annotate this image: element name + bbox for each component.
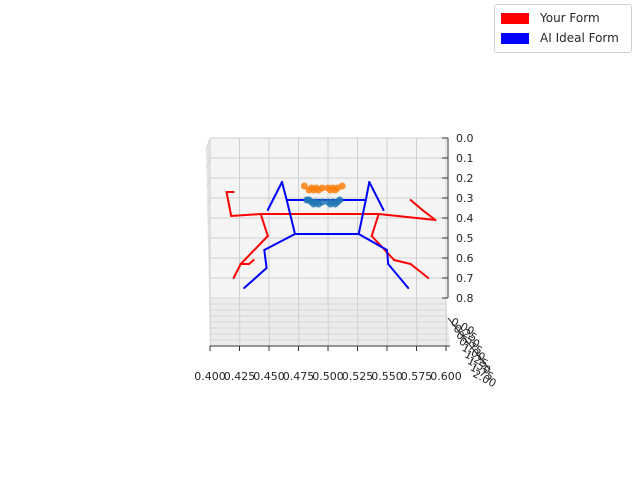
x-tick-label: 0.400 — [194, 370, 226, 383]
series-segment — [247, 259, 255, 265]
grid-line — [208, 257, 211, 262]
series-segment — [387, 263, 410, 289]
grid-line — [206, 177, 211, 188]
grid-lines — [205, 137, 450, 347]
keypoint — [303, 196, 311, 204]
grid-line — [207, 197, 211, 206]
series-segment — [370, 213, 380, 237]
z-tick-label: 0.7 — [456, 272, 474, 285]
x-tick-label: 0.600 — [430, 370, 462, 383]
series-segment — [259, 213, 269, 237]
grid-line — [207, 217, 211, 225]
series-segment — [266, 181, 283, 211]
z-tick-label: 0.5 — [456, 232, 474, 245]
z-tick-label: 0.1 — [456, 152, 474, 165]
keypoint — [305, 186, 313, 194]
grid-line — [209, 277, 211, 280]
legend-label: Your Form — [540, 11, 600, 25]
series-segment — [243, 267, 268, 289]
x-tick-label: 0.525 — [342, 370, 374, 383]
z-tick-label: 0.0 — [456, 132, 474, 145]
series-segment — [357, 199, 367, 235]
series-segment — [409, 199, 424, 211]
keypoint — [336, 196, 344, 204]
series-segment — [421, 209, 437, 221]
x-tick-label: 0.475 — [283, 370, 315, 383]
series-segment — [263, 233, 296, 251]
series-segment — [239, 235, 269, 265]
side-pane — [206, 138, 210, 346]
legend-item-your-form: Your Form — [501, 8, 625, 28]
keypoint — [338, 182, 346, 190]
keypoint — [300, 182, 308, 190]
grid-line — [205, 137, 211, 151]
grid-line — [206, 157, 211, 169]
series-segment — [386, 249, 390, 265]
series-segment — [285, 199, 296, 235]
x-tick-label: 0.575 — [401, 370, 433, 383]
y-axis-line — [447, 317, 491, 371]
z-tick-label: 0.8 — [456, 292, 474, 305]
series-segment — [377, 213, 437, 221]
z-tick-label: 0.2 — [456, 172, 474, 185]
keypoints — [300, 182, 346, 208]
z-tick-label: 0.6 — [456, 252, 474, 265]
legend-swatch-your-form — [501, 12, 529, 24]
series-segment — [281, 181, 288, 201]
x-tick-label: 0.500 — [312, 370, 344, 383]
x-tick-label: 0.450 — [253, 370, 285, 383]
pose-lines — [225, 181, 437, 289]
keypoint-group-1 — [303, 196, 344, 208]
legend-swatch-ai-ideal-form — [501, 32, 529, 44]
z-tick-label: 0.3 — [456, 192, 474, 205]
grid-line — [208, 237, 211, 243]
z-tick-label: 0.4 — [456, 212, 474, 225]
series-ai-ideal-form — [243, 181, 410, 289]
x-tick-label: 0.550 — [371, 370, 403, 383]
series-segment — [364, 181, 371, 201]
keypoint-group-0 — [300, 182, 346, 194]
series-segment — [368, 181, 385, 211]
legend: Your Form AI Ideal Form — [494, 4, 632, 53]
series-segment — [232, 263, 242, 279]
series-segment — [225, 191, 233, 217]
series-segment — [357, 233, 388, 251]
series-segment — [409, 263, 430, 279]
legend-label: AI Ideal Form — [540, 31, 619, 45]
series-segment — [263, 249, 268, 269]
legend-item-ai-ideal-form: AI Ideal Form — [501, 28, 625, 48]
series-segment — [230, 213, 262, 217]
x-tick-label: 0.425 — [224, 370, 256, 383]
series-segment — [393, 259, 412, 265]
